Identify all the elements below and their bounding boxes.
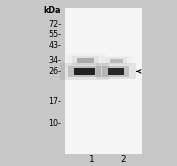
Text: 26-: 26- bbox=[48, 67, 61, 76]
Bar bbox=[66, 54, 106, 67]
Bar bbox=[74, 68, 95, 75]
Bar bbox=[106, 57, 127, 64]
Text: kDa: kDa bbox=[44, 6, 61, 15]
Text: 72-: 72- bbox=[48, 20, 61, 29]
Text: 1: 1 bbox=[89, 155, 95, 164]
Text: 34-: 34- bbox=[48, 56, 61, 65]
Bar bbox=[110, 58, 123, 63]
Bar bbox=[96, 63, 136, 79]
Text: 10-: 10- bbox=[48, 119, 61, 128]
Bar bbox=[60, 63, 109, 80]
Bar bbox=[68, 66, 101, 77]
Bar bbox=[78, 58, 94, 63]
Bar bbox=[101, 56, 132, 66]
Text: 2: 2 bbox=[120, 155, 126, 164]
Bar bbox=[108, 68, 124, 75]
Bar bbox=[102, 66, 129, 77]
Bar bbox=[65, 8, 142, 154]
Text: 55-: 55- bbox=[48, 30, 61, 39]
Bar bbox=[72, 56, 99, 65]
Text: 17-: 17- bbox=[48, 97, 61, 106]
Text: 43-: 43- bbox=[48, 41, 61, 50]
